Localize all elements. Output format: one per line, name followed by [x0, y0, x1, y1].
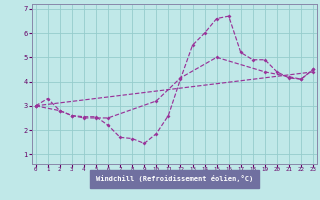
- X-axis label: Windchill (Refroidissement éolien,°C): Windchill (Refroidissement éolien,°C): [96, 175, 253, 182]
